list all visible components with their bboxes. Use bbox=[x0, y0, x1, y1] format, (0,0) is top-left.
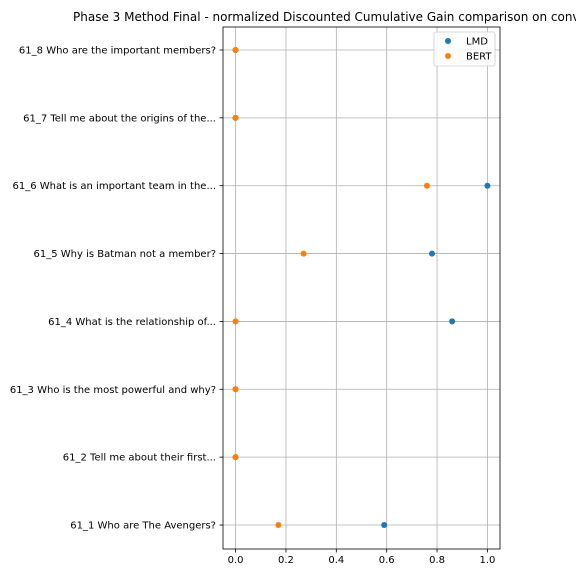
legend: LMD BERT bbox=[433, 31, 496, 67]
data-points bbox=[232, 47, 491, 528]
legend-label-bert: BERT bbox=[466, 52, 492, 63]
x-axis: 0.0 0.2 0.4 0.6 0.8 1.0 bbox=[228, 549, 495, 566]
y-tick-label: 61_2 Tell me about their first... bbox=[63, 453, 216, 464]
point-lmd-5 bbox=[429, 250, 436, 257]
x-tick-label: 1.0 bbox=[479, 555, 495, 566]
plot-frame bbox=[222, 26, 501, 550]
y-axis: 61_1 Who are The Avengers? 61_2 Tell me a… bbox=[10, 46, 223, 532]
y-tick-label: 61_3 Who is the most powerful and why? bbox=[10, 385, 216, 396]
legend-marker-bert bbox=[445, 53, 451, 59]
point-bert-3 bbox=[232, 386, 239, 393]
y-tick-label: 61_8 Who are the important members? bbox=[19, 46, 216, 57]
legend-label-lmd: LMD bbox=[466, 37, 488, 48]
x-tick-label: 0.2 bbox=[278, 555, 294, 566]
point-bert-1 bbox=[275, 522, 282, 528]
point-bert-7 bbox=[232, 114, 239, 121]
point-lmd-1 bbox=[381, 522, 388, 528]
x-tick-label: 0.6 bbox=[379, 555, 395, 566]
y-tick-label: 61_5 Why is Batman not a member? bbox=[34, 249, 216, 260]
y-tick-label: 61_4 What is the relationship of... bbox=[48, 317, 216, 328]
x-tick-label: 0.0 bbox=[228, 555, 244, 566]
point-lmd-4 bbox=[449, 318, 456, 325]
grid bbox=[223, 27, 500, 549]
point-bert-4 bbox=[232, 318, 239, 325]
x-tick-label: 0.8 bbox=[429, 555, 445, 566]
point-bert-2 bbox=[232, 454, 239, 461]
point-lmd-6 bbox=[484, 182, 491, 189]
point-bert-8 bbox=[232, 47, 239, 53]
y-tick-label: 61_7 Tell me about the origins of the... bbox=[23, 113, 216, 124]
x-tick-label: 0.4 bbox=[328, 555, 344, 566]
legend-marker-lmd bbox=[445, 38, 451, 44]
chart-title: Phase 3 Method Final - normalized Discou… bbox=[73, 10, 576, 24]
point-bert-6 bbox=[423, 182, 430, 189]
point-bert-5 bbox=[300, 250, 307, 257]
y-tick-label: 61_1 Who are The Avengers? bbox=[70, 521, 216, 532]
y-tick-label: 61_6 What is an important team in the... bbox=[13, 181, 216, 192]
